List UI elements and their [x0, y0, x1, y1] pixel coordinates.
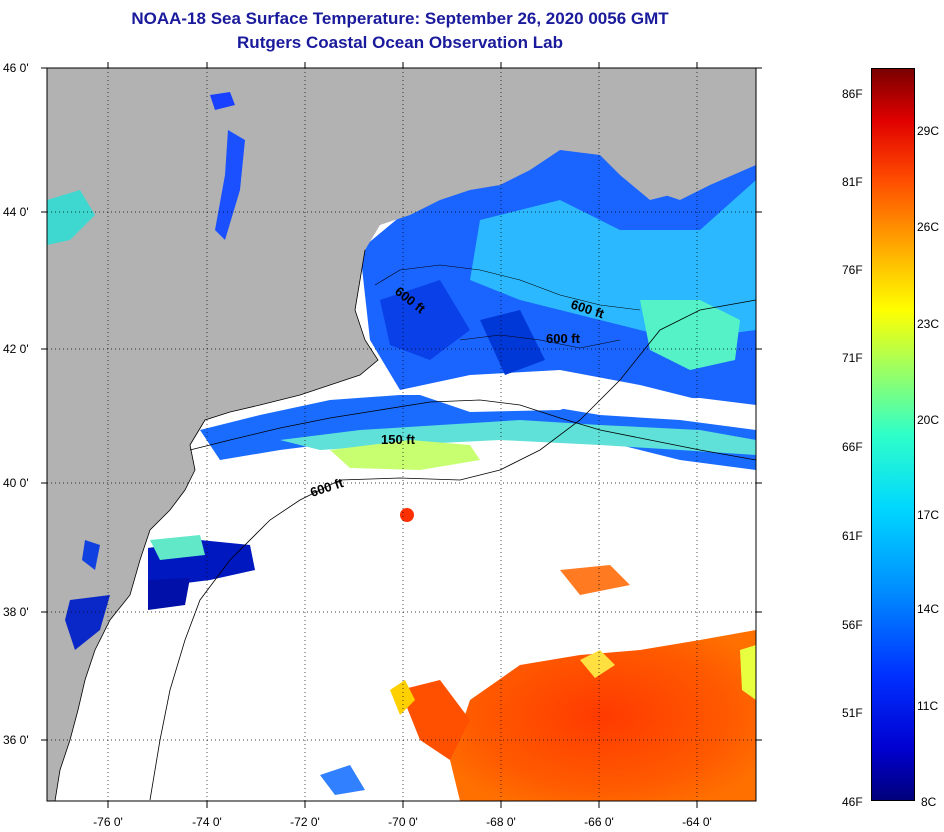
- colorbar-label-f: 86F: [842, 87, 863, 101]
- colorbar-label-c: 8C: [921, 795, 937, 809]
- plot-frame: [46, 67, 757, 802]
- cool-water-patch: [320, 765, 365, 795]
- lat-label: 42 0': [3, 342, 29, 356]
- contour-line-600ft: [149, 299, 756, 801]
- colorbar-label-f: 66F: [842, 440, 863, 454]
- lon-label: -66 0': [584, 815, 614, 829]
- colorbar-label-c: 14C: [917, 602, 940, 616]
- colorbar-label-c: 11C: [917, 699, 939, 713]
- warm-water-patch: [400, 680, 470, 760]
- delaware-water: [82, 540, 100, 570]
- warm-water-patch: [740, 645, 756, 700]
- lat-label: 38 0': [3, 605, 29, 619]
- coastline: [54, 249, 379, 801]
- contour-label: 150 ft: [381, 432, 416, 447]
- colorbar-label-f: 71F: [842, 351, 863, 365]
- warm-shelf-patch: [330, 440, 480, 470]
- colorbar-label-c: 26C: [917, 220, 940, 234]
- land-mass: [598, 150, 650, 190]
- lake-water: [47, 190, 95, 245]
- lake-water: [215, 130, 245, 240]
- colorbar-label-c: 17C: [917, 508, 940, 522]
- colorbar-label-f: 51F: [842, 706, 863, 720]
- temperature-colorbar: [871, 68, 915, 801]
- lon-label: -64 0': [682, 815, 712, 829]
- colorbar-label-f: 61F: [842, 529, 863, 543]
- lake-water: [210, 92, 235, 110]
- warm-eddy: [640, 300, 740, 370]
- shelf-water-band: [200, 395, 756, 470]
- coastal-cold-patch: [148, 578, 190, 610]
- contour-line-600ft: [459, 334, 621, 349]
- chesapeake-water: [65, 595, 110, 650]
- warm-water-area: [450, 630, 756, 801]
- cold-water-patch: [480, 310, 545, 375]
- warm-water-patch: [390, 680, 415, 715]
- lat-label: 46 0': [3, 61, 29, 75]
- land-mass: [47, 68, 756, 801]
- map-title: NOAA-18 Sea Surface Temperature: Septemb…: [131, 9, 669, 28]
- contour-label: 600 ft: [546, 331, 581, 346]
- contour-line-600ft: [374, 264, 641, 311]
- colorbar-label-f: 46F: [842, 795, 863, 809]
- warm-water-patch: [580, 650, 615, 678]
- lon-label: -74 0': [192, 815, 222, 829]
- lat-label: 36 0': [3, 733, 29, 747]
- nova-scotia-land: [640, 100, 756, 200]
- lon-label: -72 0': [290, 815, 320, 829]
- colorbar-label-c: 23C: [917, 317, 940, 331]
- contour-line-150ft: [189, 399, 756, 461]
- colorbar-label-c: 29C: [917, 124, 940, 138]
- cold-water-patch: [380, 280, 470, 360]
- lon-label: -76 0': [93, 815, 123, 829]
- colorbar-label-f: 56F: [842, 618, 863, 632]
- colorbar-label-f: 81F: [842, 175, 863, 189]
- cloud-gap: [420, 390, 600, 412]
- colorbar-label-c: 20C: [917, 413, 940, 427]
- cloud-gap: [600, 398, 756, 425]
- colorbar-label-f: 76F: [842, 263, 863, 277]
- shelf-water-band: [280, 420, 756, 455]
- warm-water-patch: [560, 565, 630, 595]
- lon-label: -68 0': [486, 815, 516, 829]
- coastal-cool-patch: [150, 535, 205, 560]
- map-subtitle: Rutgers Coastal Ocean Observation Lab: [237, 33, 563, 52]
- warm-water-patch: [400, 508, 414, 522]
- axis-ticks: [41, 62, 762, 808]
- lat-label: 44 0': [3, 205, 29, 219]
- lon-label: -70 0': [388, 815, 418, 829]
- lat-label: 40 0': [3, 476, 29, 490]
